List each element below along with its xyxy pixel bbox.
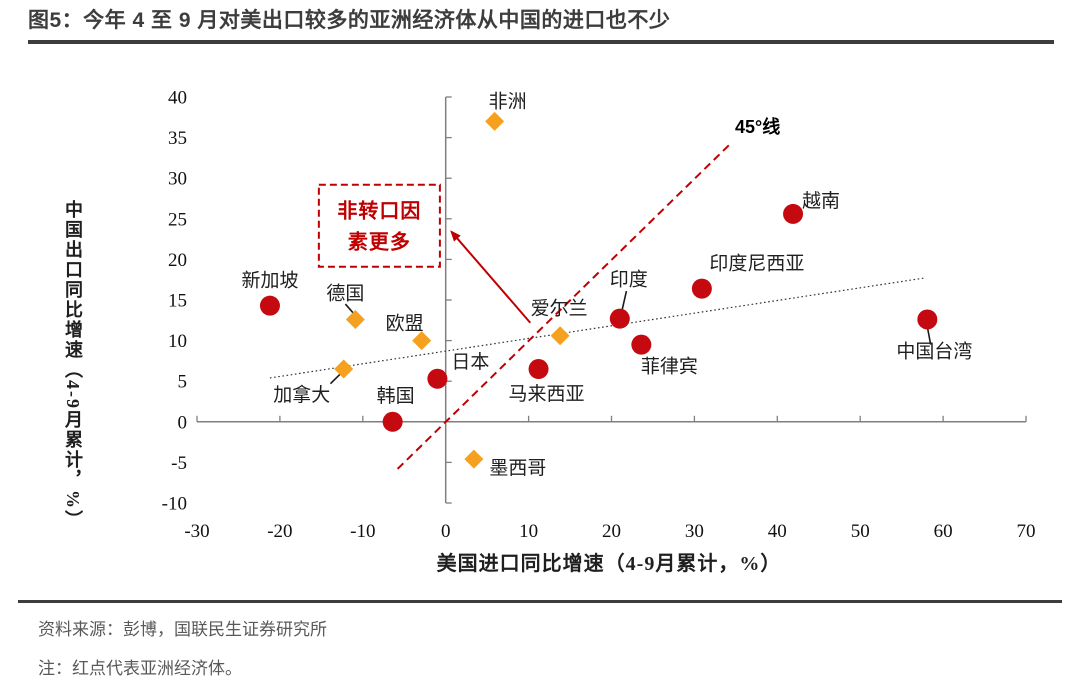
y-tick-label: 30 [168,169,187,190]
asia-point [609,308,630,329]
point-label: 日本 [451,351,489,373]
non-asia-point [334,359,354,379]
y-tick-label: 20 [168,250,187,271]
asia-point [631,334,652,355]
source-text: 资料来源：彭博，国联民生证券研究所 [38,620,327,639]
x-axis-title: 美国进口同比增速（4-9月累计，%） [436,553,782,575]
point-label: 加拿大 [273,383,330,406]
point-label: 爱尔兰 [531,298,588,320]
asia-point [427,368,448,389]
x-tick-label: -10 [350,521,375,542]
point-label: 中国台湾 [896,340,972,362]
note-text: 注：红点代表亚洲经济体。 [38,659,242,678]
point-label: 韩国 [377,385,415,407]
point-label: 墨西哥 [489,458,546,479]
annotation-text: 非转口因 [337,199,421,223]
asia-point [528,359,549,380]
x-tick-label: 30 [685,521,704,542]
y-tick-label: 15 [168,291,187,312]
x-tick-label: 50 [851,521,870,542]
x-tick-label: 0 [441,521,451,542]
y-tick-label: 5 [178,372,188,393]
y-tick-label: 25 [168,209,187,230]
trend-line [269,277,925,379]
y-tick-label: -5 [171,453,187,474]
line-label: 45°线 [735,116,780,137]
point-label: 欧盟 [386,313,424,335]
non-asia-point [550,326,570,346]
point-label: 印度尼西亚 [709,253,804,275]
non-asia-point [464,449,484,469]
y-axis-title: 中国出口同比增速（4-9月累计，%） [63,200,83,530]
asia-point [783,203,804,224]
annotation-text: 素更多 [348,230,411,254]
point-label: 菲律宾 [641,356,698,378]
asia-point [917,309,938,330]
asia-point [259,295,280,316]
x-tick-label: -20 [267,521,292,542]
x-tick-label: 60 [934,521,953,542]
x-tick-label: 10 [519,521,538,542]
figure-title: 图5：今年 4 至 9 月对美出口较多的亚洲经济体从中国的进口也不少 [28,9,671,32]
point-label: 越南 [802,190,840,212]
point-label: 新加坡 [241,270,298,292]
asia-point [382,411,403,432]
asia-point [691,278,712,299]
y-tick-label: 0 [178,412,188,433]
y-tick-label: 35 [168,128,187,149]
x-tick-label: 40 [768,521,787,542]
point-label: 非洲 [489,90,527,112]
annotation-box [317,183,441,268]
plot-canvas: -30 -20 -10 0 10 20 30 40 50 60 704035302520151050… [162,88,1036,543]
point-label: 马来西亚 [509,383,585,405]
point-label: 德国 [326,282,364,304]
y-tick-label: -10 [162,494,187,515]
x-tick-label: 20 [602,521,621,542]
label-connector [926,326,932,345]
figure-header: 图5：今年 4 至 9 月对美出口较多的亚洲经济体从中国的进口也不少 [28,8,1054,44]
x-tick-label: -30 [184,521,209,542]
non-asia-point [345,309,365,329]
y-tick-label: 10 [168,331,187,352]
y-tick-label: 40 [168,88,187,109]
non-asia-point [412,331,432,351]
footer-divider [18,600,1062,603]
annotation-arrow [450,230,532,324]
scatter-chart: -30 -20 -10 0 10 20 30 40 50 60 70 40 35 30 25 20 15 10 5 0… [0,50,1080,600]
x-tick-label: 70 [1017,521,1036,542]
non-asia-point [485,111,505,131]
point-label: 印度 [610,269,648,291]
